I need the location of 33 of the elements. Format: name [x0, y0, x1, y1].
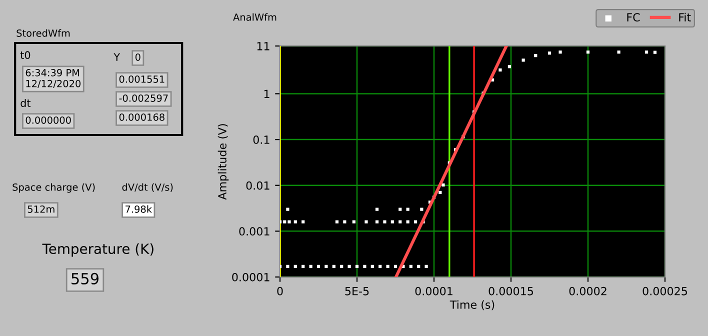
text: StoredWfm	[16, 29, 70, 37]
text: 0.000000	[26, 116, 71, 124]
text: dV/dt (V/s)	[122, 183, 173, 192]
y-axis-title: Amplitude (V)	[218, 124, 229, 200]
y-tick-label: 0.01	[246, 181, 270, 190]
legend-label: FC	[627, 13, 640, 22]
y-tick-label: 0.001	[239, 227, 270, 236]
x-tick-label: 0.00015	[488, 286, 534, 296]
y-tick-label: 0.0001	[232, 272, 270, 282]
y-tick-label: 0.1	[253, 136, 270, 144]
x-tick-label: 0.00025	[642, 286, 688, 296]
text: Y	[114, 53, 120, 61]
x-axis-title: Time (s)	[450, 300, 494, 310]
text: dt	[20, 98, 31, 108]
x-tick-label: 5E-5	[345, 287, 369, 296]
legend-label: Fit	[679, 12, 691, 22]
y-tick-label: 11	[257, 42, 270, 50]
text: 0	[135, 53, 140, 61]
text: 7.98k	[126, 205, 152, 213]
text: -0.002597	[119, 94, 168, 102]
text: 559	[72, 272, 99, 284]
chart-title: AnalWfm	[233, 13, 276, 21]
text: 512m	[28, 205, 54, 213]
text: 0.001551	[119, 75, 164, 83]
x-tick-label: 0	[277, 286, 283, 296]
text: Space charge (V)	[12, 183, 95, 193]
text: 6:34:39 PM 12/12/2020	[26, 69, 81, 88]
y-tick-label: 1	[264, 90, 270, 98]
x-tick-label: 0.0002	[569, 286, 606, 296]
text: 0.000168	[119, 113, 164, 121]
text: t0	[20, 51, 30, 60]
x-tick-label: 0.0001	[415, 286, 452, 296]
text: Temperature (K)	[42, 243, 154, 257]
